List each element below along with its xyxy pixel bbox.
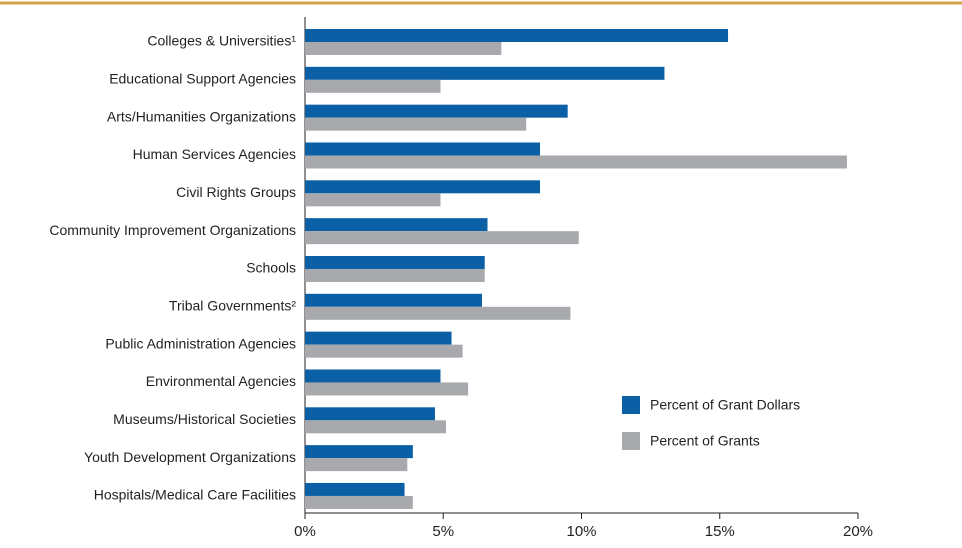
category-label: Environmental Agencies <box>146 373 296 389</box>
bar <box>305 180 541 194</box>
bar <box>305 445 413 459</box>
bar <box>305 142 541 156</box>
bar <box>305 344 463 358</box>
bar <box>305 306 571 320</box>
bar <box>305 66 665 80</box>
bar <box>305 29 729 42</box>
category-label: Youth Development Organizations <box>84 449 296 465</box>
bar <box>305 407 435 421</box>
category-label: Civil Rights Groups <box>176 184 296 200</box>
category-label: Educational Support Agencies <box>109 71 296 87</box>
bar <box>305 155 847 169</box>
bar <box>305 193 441 207</box>
category-label: Museums/Historical Societies <box>113 411 296 427</box>
legend-label: Percent of Grant Dollars <box>650 397 800 413</box>
bar <box>305 495 413 509</box>
bar <box>305 255 485 269</box>
bar <box>305 331 452 345</box>
x-tick-label: 0% <box>294 523 316 540</box>
bar <box>305 420 447 434</box>
category-label: Hospitals/Medical Care Facilities <box>94 487 296 503</box>
category-label: Tribal Governments² <box>169 298 296 314</box>
bar <box>305 293 482 307</box>
bar <box>305 458 408 472</box>
legend-label: Percent of Grants <box>650 433 760 449</box>
bar <box>305 79 441 93</box>
category-label: Schools <box>246 260 296 276</box>
x-tick-label: 10% <box>566 523 596 540</box>
bar <box>305 482 405 496</box>
category-label: Community Improvement Organizations <box>49 222 296 238</box>
x-tick-label: 5% <box>432 523 454 540</box>
category-label: Public Administration Agencies <box>105 335 296 351</box>
category-label: Colleges & Universities¹ <box>147 33 296 49</box>
bar <box>305 218 488 232</box>
bar <box>305 382 469 396</box>
bar <box>305 117 527 131</box>
bar <box>305 231 579 245</box>
legend-swatch <box>622 396 640 414</box>
x-tick-label: 20% <box>843 523 873 540</box>
bar <box>305 42 502 55</box>
bar <box>305 104 568 118</box>
bar <box>305 369 441 383</box>
legend-swatch <box>622 432 640 450</box>
x-tick-label: 15% <box>705 523 735 540</box>
bar <box>305 268 485 282</box>
category-label: Arts/Humanities Organizations <box>107 108 296 124</box>
category-label: Human Services Agencies <box>133 146 296 162</box>
